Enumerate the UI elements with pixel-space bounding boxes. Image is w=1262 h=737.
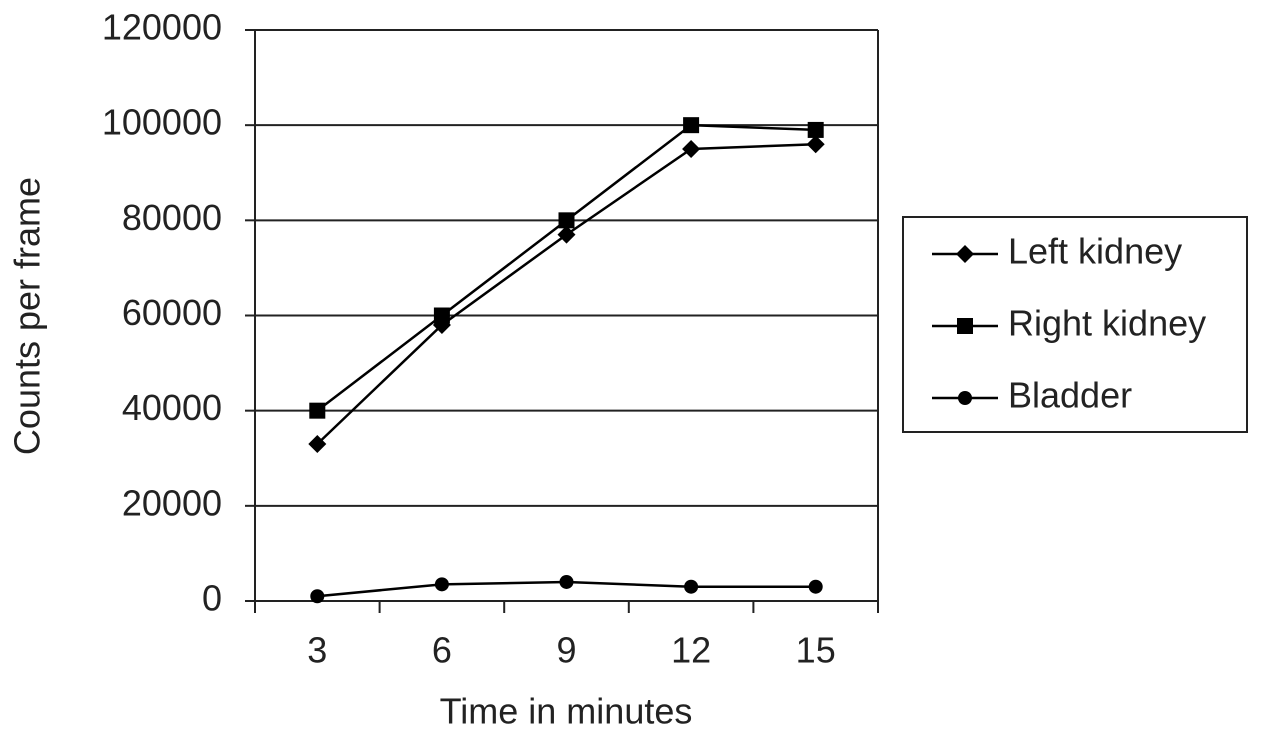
data-point: [808, 579, 823, 594]
y-tick-label: 0: [202, 578, 222, 619]
x-tick-label: 12: [671, 630, 711, 671]
data-point: [559, 574, 574, 589]
y-axis-title: Counts per frame: [7, 177, 48, 455]
data-point: [557, 225, 576, 244]
x-tick-label: 9: [556, 630, 576, 671]
x-tick-label: 3: [307, 630, 327, 671]
x-tick-label: 15: [796, 630, 836, 671]
y-tick-label: 20000: [122, 482, 222, 523]
legend-label: Right kidney: [1008, 303, 1206, 344]
data-point: [558, 212, 575, 229]
data-point: [683, 117, 700, 134]
y-tick-label: 60000: [122, 292, 222, 333]
legend-marker: [956, 245, 974, 263]
data-point: [682, 139, 701, 158]
y-tick-label: 80000: [122, 197, 222, 238]
data-point: [434, 577, 449, 592]
legend-label: Bladder: [1008, 375, 1132, 416]
data-point: [309, 402, 326, 419]
y-tick-label: 100000: [102, 102, 222, 143]
data-point: [433, 307, 450, 324]
data-point: [684, 579, 699, 594]
data-point: [806, 135, 825, 154]
y-tick-label: 40000: [122, 387, 222, 428]
legend-marker: [957, 318, 973, 334]
data-point: [308, 434, 327, 453]
data-point: [807, 121, 824, 138]
x-axis-title: Time in minutes: [440, 691, 693, 732]
data-point: [310, 589, 325, 604]
x-tick-label: 6: [432, 630, 452, 671]
legend-label: Left kidney: [1008, 231, 1182, 272]
y-tick-label: 120000: [102, 7, 222, 48]
legend-marker: [958, 391, 972, 405]
